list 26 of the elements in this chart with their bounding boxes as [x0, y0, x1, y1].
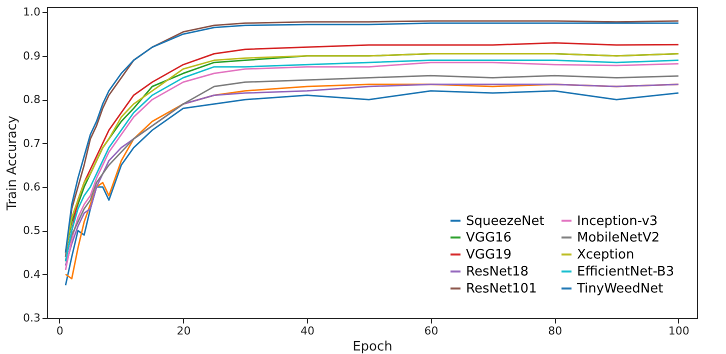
x-tick-label: 0 [56, 324, 64, 338]
y-tick-label: 0.8 [23, 93, 40, 106]
legend-label: EfficientNet-B3 [577, 264, 674, 280]
legend-label: TinyWeedNet [576, 282, 664, 296]
legend-label: ResNet18 [466, 264, 529, 280]
x-tick-label: 100 [668, 324, 690, 338]
x-tick-label: 40 [300, 324, 314, 338]
y-tick-label: 0.7 [23, 136, 40, 150]
legend-label: VGG16 [466, 230, 512, 246]
y-tick-label: 0.4 [23, 268, 40, 281]
legend-label: Xception [577, 248, 634, 262]
x-tick-label: 80 [548, 324, 562, 338]
x-tick-label: 20 [176, 324, 191, 338]
y-tick-label: 0.9 [23, 49, 40, 62]
legend-label: VGG19 [466, 248, 512, 262]
y-tick-label: 0.3 [23, 312, 40, 324]
y-tick-label: 0.6 [23, 180, 40, 194]
legend-label: ResNet101 [466, 282, 537, 296]
y-axis-title: Train Accuracy [5, 115, 20, 212]
legend-label: MobileNetV2 [577, 230, 660, 246]
legend-label: Inception-v3 [577, 214, 658, 229]
legend-label: SqueezeNet [466, 214, 544, 229]
y-tick-label: 0.5 [23, 224, 40, 238]
y-tick-label: 1.0 [23, 6, 40, 19]
x-tick-label: 60 [424, 324, 438, 338]
x-axis-title: Epoch [352, 340, 392, 354]
